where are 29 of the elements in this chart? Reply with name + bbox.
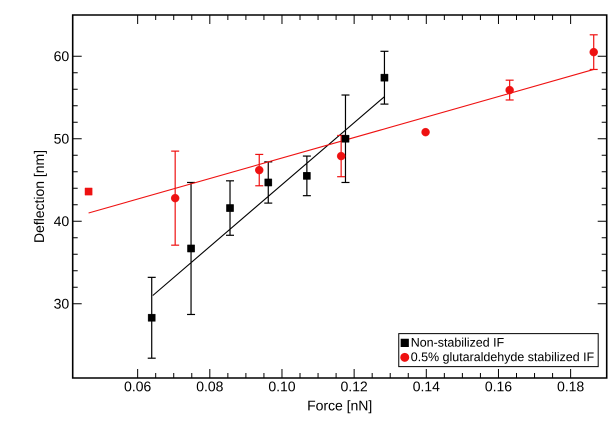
point <box>255 166 264 174</box>
point <box>226 204 234 212</box>
x-tick-label: 0.06 <box>124 382 151 392</box>
x-tick-label: 0.10 <box>268 382 296 392</box>
point <box>336 152 346 160</box>
point <box>590 48 598 56</box>
y-tick-label: 50 <box>54 134 69 144</box>
point <box>342 134 350 143</box>
legend-label: 0.5% glutaraldehyde stabilized IF <box>411 352 594 364</box>
x-tick-label: 0.12 <box>341 382 368 392</box>
point <box>170 194 180 202</box>
point <box>187 244 195 252</box>
point <box>303 172 311 180</box>
point <box>421 128 430 136</box>
y-tick-label: 40 <box>54 216 69 226</box>
point <box>505 86 514 94</box>
point <box>148 314 156 322</box>
point <box>264 178 272 186</box>
legend-label: Non-stabilized IF <box>412 338 504 347</box>
point <box>84 188 92 196</box>
y-tick-label: 60 <box>54 51 69 62</box>
x-axis-title: Force [nN] <box>308 400 372 414</box>
x-tick-label: 0.18 <box>558 382 584 392</box>
x-tick-label: 0.14 <box>413 382 440 392</box>
y-tick-label: 30 <box>54 298 69 309</box>
point <box>380 74 388 82</box>
y-axis-title: Deflection [nm] <box>34 151 47 242</box>
x-tick-label: 0.08 <box>196 382 223 392</box>
x-tick-label: 0.16 <box>485 382 512 392</box>
